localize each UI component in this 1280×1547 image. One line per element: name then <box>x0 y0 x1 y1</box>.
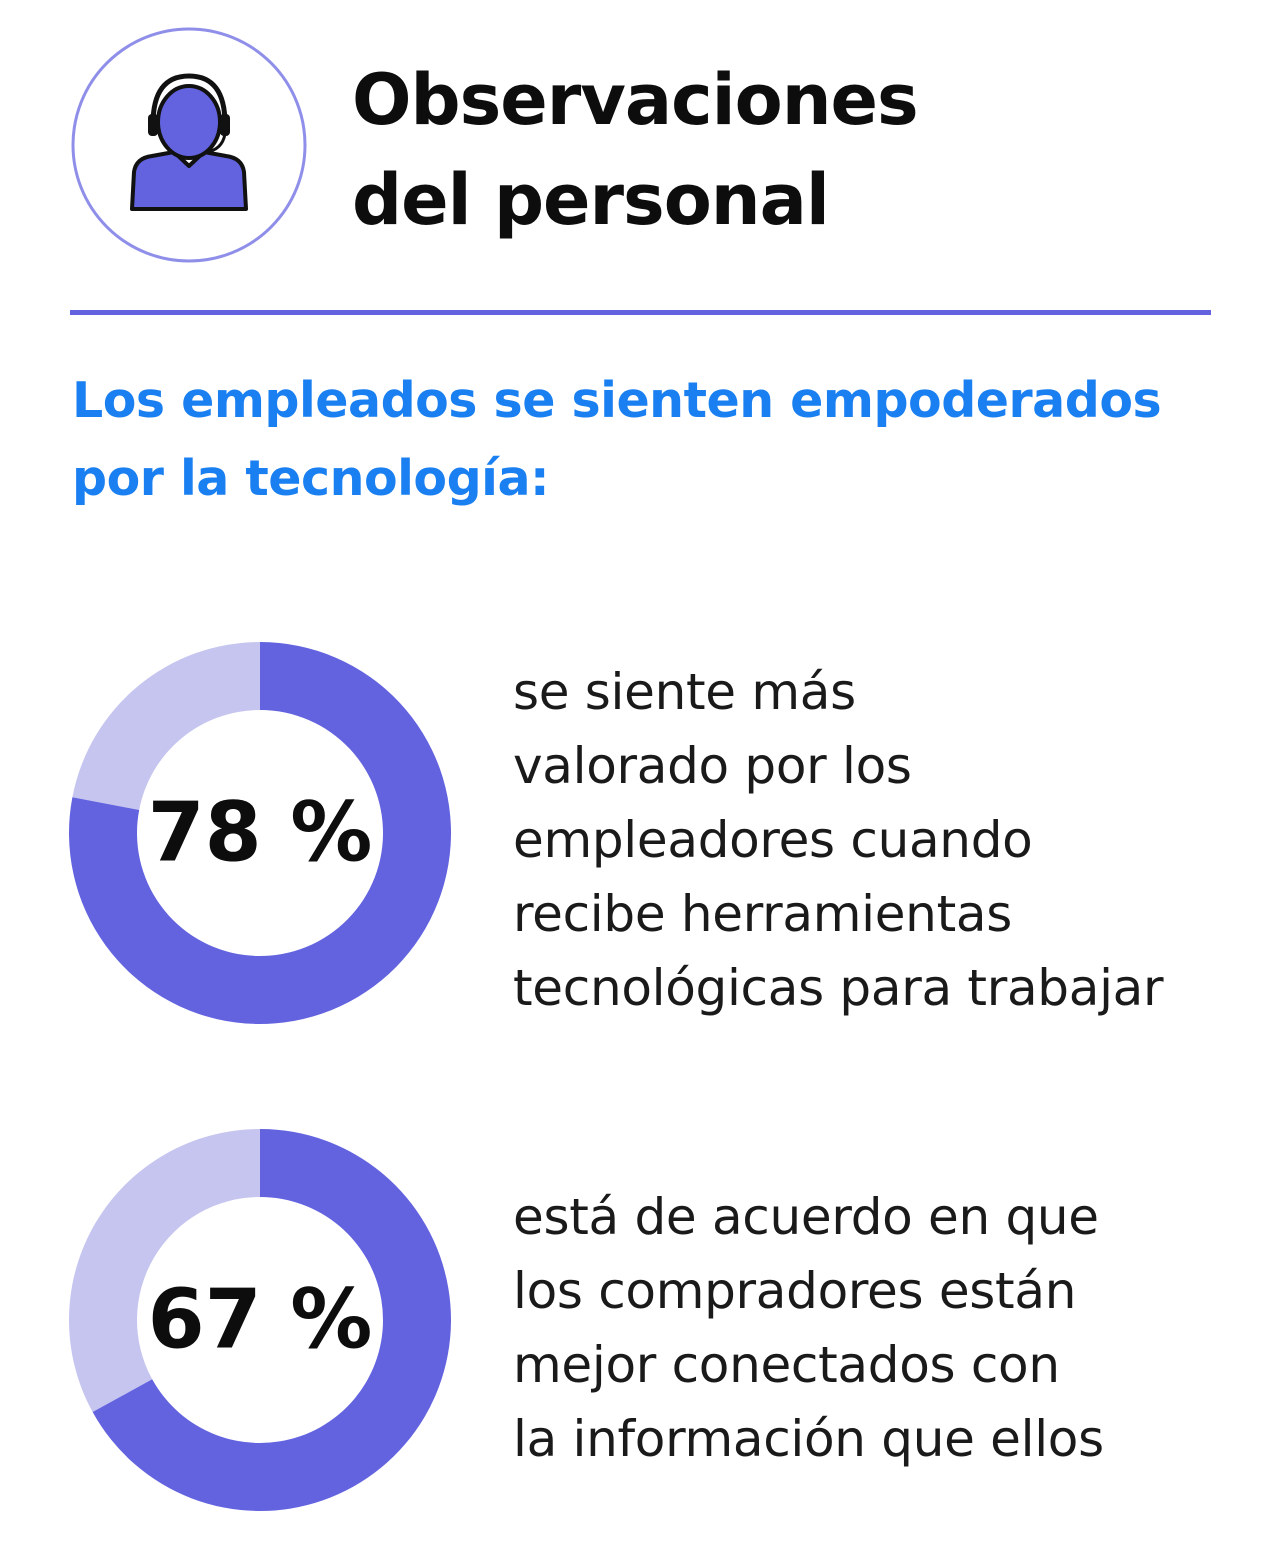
stat-description-line: empleadores cuando <box>513 811 1033 869</box>
stat-description-line: valorado por los <box>513 737 912 795</box>
donut-value-slice <box>92 1129 451 1511</box>
stat-description-line: recibe herramientas <box>513 885 1012 943</box>
donut-value-label: 78 % <box>148 786 373 881</box>
subtitle-line: Los empleados se sienten empoderados <box>72 372 1162 429</box>
title-line: Observaciones <box>352 59 919 141</box>
stat-description-line: la información que ellos <box>513 1410 1104 1468</box>
stat-description-line: los compradores están <box>513 1262 1077 1320</box>
donut-value-label: 67 % <box>148 1273 373 1368</box>
donut-remainder-slice <box>68 1129 260 1413</box>
donut-remainder-slice <box>72 642 260 810</box>
stat-description: está de acuerdo en que los compradores e… <box>513 1180 1104 1476</box>
stat-description-line: tecnológicas para trabajar <box>513 959 1164 1017</box>
stat-description-line: está de acuerdo en que <box>513 1188 1099 1246</box>
stat-description-line: mejor conectados con <box>513 1336 1060 1394</box>
divider <box>70 310 1211 315</box>
stat-description-line: se siente más <box>513 663 856 721</box>
section-subtitle: Los empleados se sienten empoderados por… <box>72 362 1162 518</box>
subtitle-line: por la tecnología: <box>72 450 550 507</box>
title-line: del personal <box>352 159 830 241</box>
page-title: Observaciones del personal <box>352 50 919 250</box>
donut-chart: 78 % <box>68 642 452 1024</box>
stat-description: se siente más valorado por los empleador… <box>513 655 1164 1025</box>
donut-value-slice <box>68 642 452 1024</box>
headset-agent-icon <box>71 27 307 263</box>
donut-chart: 67 % <box>68 1129 451 1511</box>
